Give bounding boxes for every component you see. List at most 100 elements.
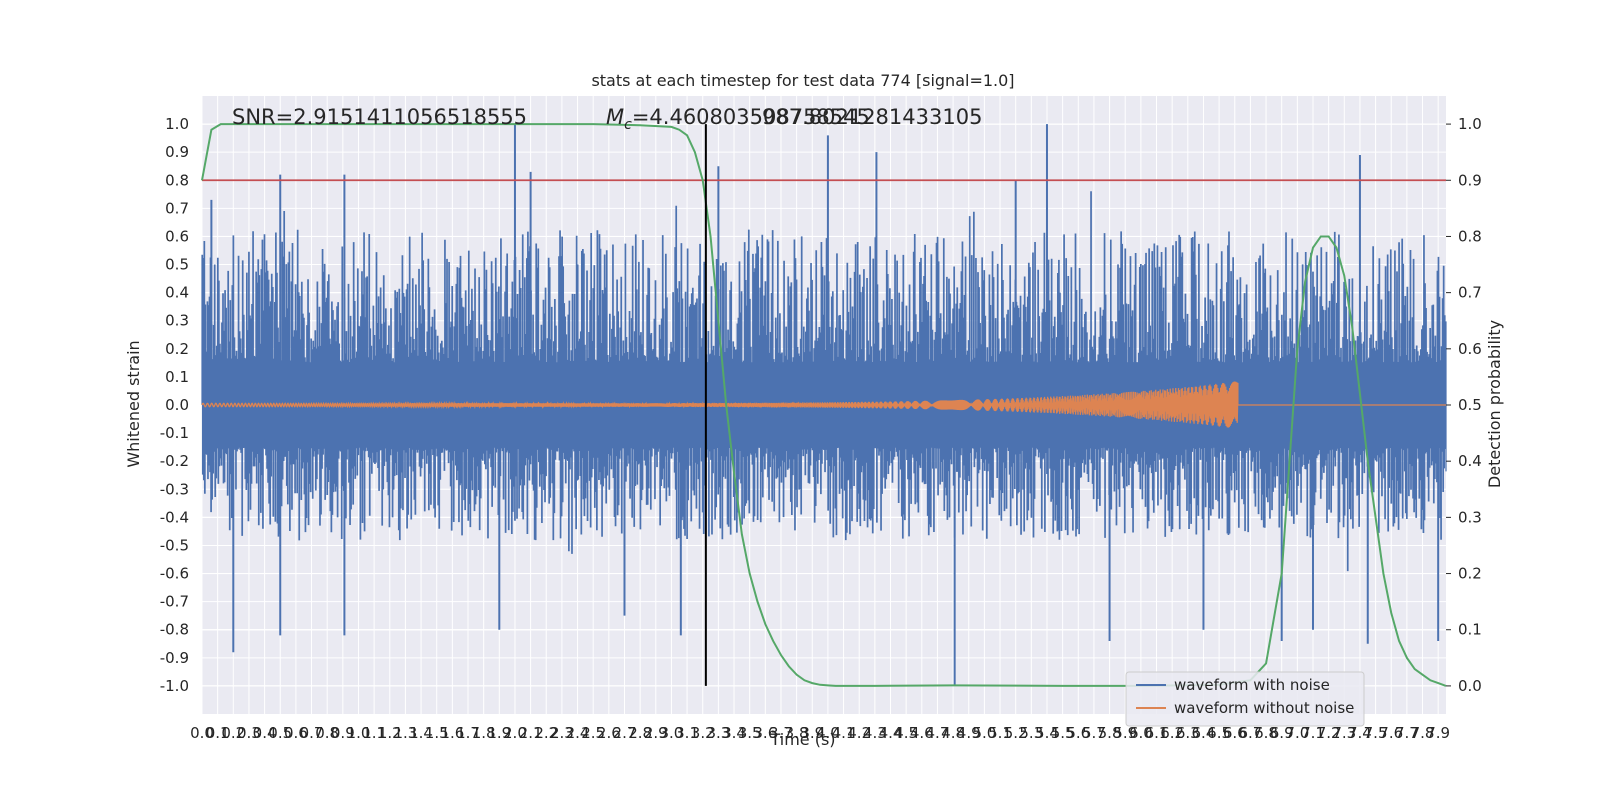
x-tick-label: 5.0 — [972, 724, 996, 742]
y-tick-label: 0.3 — [165, 312, 189, 330]
x-tick-label: 5.1 — [988, 724, 1012, 742]
x-tick-label: 2.7 — [613, 724, 637, 742]
y-tick-label: 0.8 — [165, 171, 189, 189]
x-tick-label: 1.2 — [378, 724, 402, 742]
x-tick-label: 0.6 — [284, 724, 308, 742]
x-tick-label: 0.0 — [190, 724, 214, 742]
x-tick-label: 7.0 — [1285, 724, 1309, 742]
y2-axis-label: Detection probability — [1485, 320, 1504, 488]
x-axis-label: Time (s) — [769, 730, 835, 749]
y-tick-label: 0.4 — [165, 284, 189, 302]
x-tick-label: 2.3 — [550, 724, 574, 742]
y2-tick-label: 0.7 — [1458, 284, 1482, 302]
x-tick-label: 0.1 — [206, 724, 230, 742]
y2-axis-ticks: 0.0 0.1 0.2 0.3 0.4 0.5 0.6 0.7 0.8 0.9 1.0 — [1446, 115, 1482, 695]
chart-title: stats at each timestep for test data 774… — [591, 71, 1014, 90]
x-tick-label: 3.7 — [769, 724, 793, 742]
x-tick-label: 5.8 — [1098, 724, 1122, 742]
y2-tick-label: 0.6 — [1458, 340, 1482, 358]
x-tick-label: 6.1 — [1145, 724, 1169, 742]
x-tick-label: 4.8 — [941, 724, 965, 742]
x-tick-label: 1.5 — [425, 724, 449, 742]
legend-box — [1125, 671, 1365, 727]
x-tick-label: 1.7 — [456, 724, 480, 742]
detection-probability-line — [201, 123, 1447, 687]
x-tick-label: 3.5 — [738, 724, 762, 742]
y-tick-label: 0.0 — [165, 396, 189, 414]
y2-tick-label: 0.2 — [1458, 565, 1482, 583]
y-tick-label: -0.5 — [160, 536, 189, 554]
y-tick-label: -0.2 — [160, 452, 189, 470]
x-tick-label: 1.9 — [487, 724, 511, 742]
x-tick-label: 6.6 — [1223, 724, 1247, 742]
x-tick-label: 3.1 — [675, 724, 699, 742]
y2-tick-label: 0.9 — [1458, 171, 1482, 189]
mc-value: =4.460803508758545 — [632, 105, 870, 129]
x-tick-label: 7.3 — [1332, 724, 1356, 742]
x-tick-label: 6.0 — [1129, 724, 1153, 742]
y-tick-label: -1.0 — [160, 677, 189, 695]
x-tick-label: 3.9 — [800, 724, 824, 742]
series-waveform-with-noise — [201, 124, 1447, 686]
x-tick-label: 1.3 — [393, 724, 417, 742]
x-tick-label: 4.6 — [910, 724, 934, 742]
x-tick-label: 4.0 — [816, 724, 840, 742]
x-tick-label: 2.2 — [534, 724, 558, 742]
y-tick-label: 0.2 — [165, 340, 189, 358]
x-tick-label: 7.8 — [1411, 724, 1435, 742]
x-tick-label: 1.0 — [347, 724, 371, 742]
x-tick-label: 3.4 — [722, 724, 746, 742]
series-detection-probability — [201, 123, 1447, 687]
x-tick-label: 1.1 — [362, 724, 386, 742]
y-tick-label: 0.6 — [165, 227, 189, 245]
y2-tick-label: 0.0 — [1458, 677, 1482, 695]
x-tick-label: 0.9 — [331, 724, 355, 742]
x-tick-label: 5.6 — [1066, 724, 1090, 742]
x-tick-label: 4.9 — [957, 724, 981, 742]
legend: waveform with noise waveform without noi… — [1125, 671, 1365, 727]
waveform-without-noise-line — [201, 381, 1446, 428]
x-tick-label: 3.0 — [660, 724, 684, 742]
y2-tick-label: 0.5 — [1458, 396, 1482, 414]
snr-annotation: SNR=2.9151411056518555 — [232, 105, 527, 129]
x-tick-label: 2.5 — [581, 724, 605, 742]
y-tick-label: 0.9 — [165, 143, 189, 161]
y2-tick-label: 0.1 — [1458, 621, 1482, 639]
legend-label-clean: waveform without noise — [1174, 699, 1354, 717]
x-tick-label: 5.5 — [1051, 724, 1075, 742]
y-tick-label: 0.5 — [165, 256, 189, 274]
x-tick-label: 6.2 — [1160, 724, 1184, 742]
mc-annotation: Mc=4.460803508758545 — [606, 105, 870, 133]
x-tick-label: 0.7 — [300, 724, 324, 742]
x-tick-label: 0.4 — [253, 724, 277, 742]
mc-subscript: c — [624, 117, 632, 133]
x-tick-label: 0.3 — [237, 724, 261, 742]
x-tick-label: 4.5 — [894, 724, 918, 742]
x-tick-label: 6.9 — [1270, 724, 1294, 742]
x-tick-label: 7.6 — [1379, 724, 1403, 742]
x-tick-label: 7.2 — [1317, 724, 1341, 742]
y-tick-label: -0.1 — [160, 424, 189, 442]
x-tick-label: 6.3 — [1176, 724, 1200, 742]
x-tick-label: 4.4 — [879, 724, 903, 742]
x-tick-label: 4.2 — [847, 724, 871, 742]
x-tick-label: 2.1 — [519, 724, 543, 742]
x-tick-label: 5.7 — [1082, 724, 1106, 742]
y-tick-label: 1.0 — [165, 115, 189, 133]
mc-overlap-annotation: 987.8021281433105 — [762, 105, 982, 129]
y-tick-label: -0.7 — [160, 593, 189, 611]
x-tick-label: 4.3 — [863, 724, 887, 742]
x-tick-label: 0.8 — [315, 724, 339, 742]
mc-symbol: M — [606, 105, 624, 129]
x-tick-label: 7.4 — [1348, 724, 1372, 742]
y2-tick-label: 0.8 — [1458, 227, 1482, 245]
x-axis-ticks: 0.00.10.20.30.40.50.60.70.80.91.01.11.21… — [190, 724, 1450, 742]
y-axis-label: Whitened strain — [124, 340, 143, 467]
x-tick-label: 5.9 — [1113, 724, 1137, 742]
y-tick-label: -0.8 — [160, 621, 189, 639]
x-tick-label: 2.0 — [503, 724, 527, 742]
x-tick-label: 2.6 — [597, 724, 621, 742]
x-tick-label: 5.3 — [1019, 724, 1043, 742]
y2-tick-label: 1.0 — [1458, 115, 1482, 133]
